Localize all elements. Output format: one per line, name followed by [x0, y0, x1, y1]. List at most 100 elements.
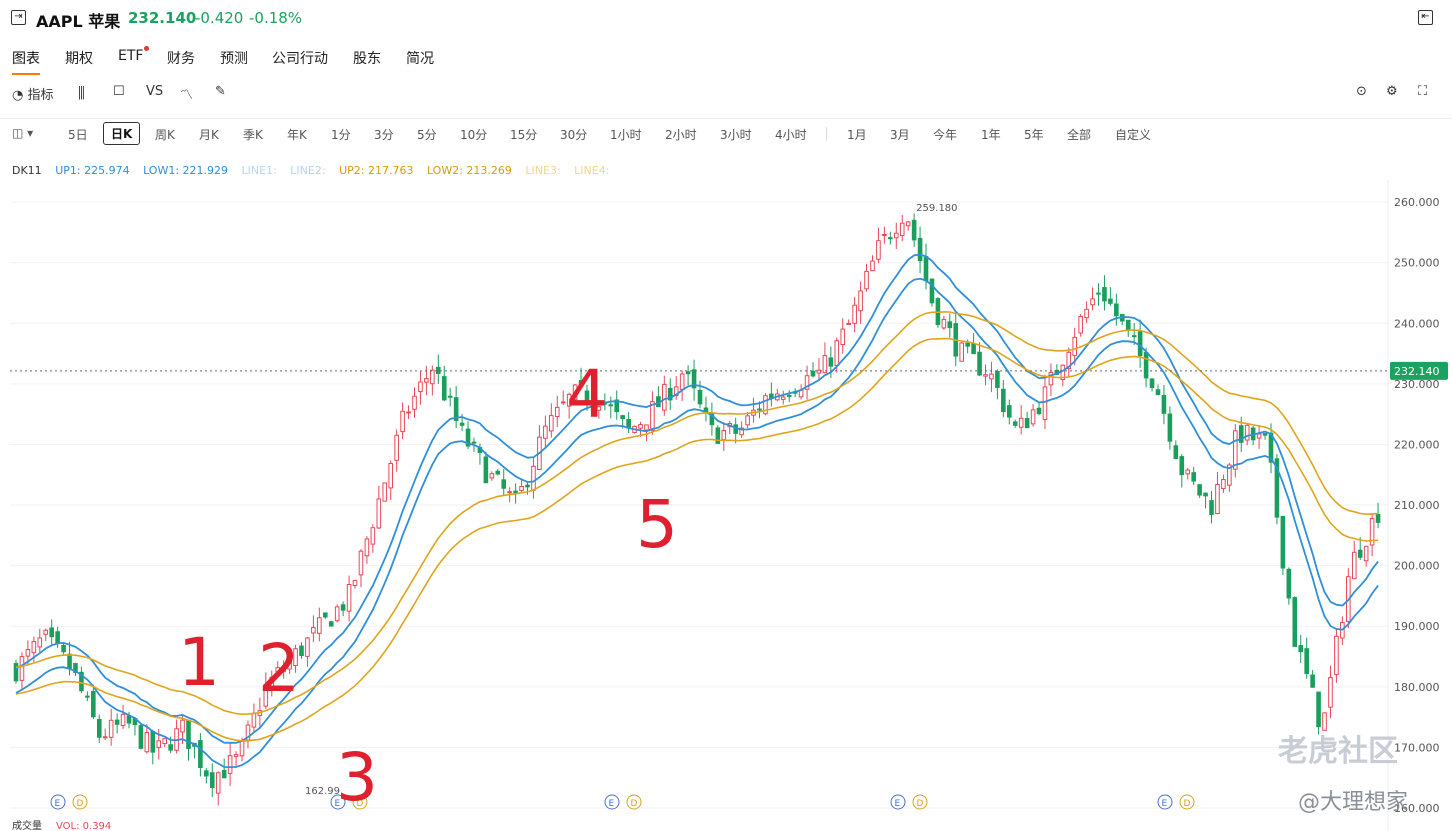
candle-body — [662, 383, 667, 411]
earnings-marker-label: E — [335, 799, 341, 809]
range-1mo[interactable]: 1月 — [847, 128, 867, 142]
range-all[interactable]: 全部 — [1067, 128, 1092, 142]
candle-body — [1024, 418, 1030, 429]
candle-body — [424, 378, 429, 383]
candle-body — [947, 321, 953, 329]
legend-up1: UP1: 225.974 — [55, 164, 130, 177]
candle-body — [531, 465, 536, 491]
candle-body — [1167, 413, 1173, 442]
candle-body — [311, 627, 316, 634]
candle-body — [1316, 691, 1321, 728]
period-2h[interactable]: 2小时 — [665, 128, 697, 142]
tab-chart[interactable]: 图表 — [12, 48, 40, 75]
candle-body — [1351, 551, 1357, 580]
range-1y[interactable]: 1年 — [981, 128, 1001, 142]
candle-body — [852, 304, 857, 324]
candle-body — [864, 270, 869, 290]
gear-icon[interactable]: ⚙ — [1386, 84, 1398, 99]
candle-body — [644, 424, 649, 431]
candlestick-icon[interactable]: ⫼ — [78, 84, 85, 102]
layout-icon[interactable]: ◫ ▾ — [12, 126, 34, 140]
period-3h[interactable]: 3小时 — [720, 128, 752, 142]
legend-line2: LINE2: — [290, 164, 326, 177]
period-1m[interactable]: 1分 — [331, 128, 351, 142]
watermark-author: @大理想家 — [1298, 790, 1409, 815]
period-15m[interactable]: 15分 — [510, 128, 538, 142]
period-5m[interactable]: 5分 — [417, 128, 437, 142]
pencil-icon[interactable]: ✎ — [215, 84, 226, 99]
candle-body — [1149, 378, 1155, 388]
candle-body — [287, 659, 292, 670]
range-custom[interactable]: 自定义 — [1115, 128, 1152, 142]
legend-line4: LINE4: — [574, 164, 610, 177]
range-ytd[interactable]: 今年 — [933, 128, 958, 142]
candle-body — [1209, 500, 1214, 515]
camera-icon[interactable]: ⊙ — [1356, 84, 1367, 99]
candle-body — [1375, 514, 1381, 523]
range-5y[interactable]: 5年 — [1024, 128, 1044, 142]
candle-body — [1179, 456, 1185, 476]
high-label: 259.180 — [916, 203, 957, 214]
candle-body — [1030, 409, 1036, 425]
gauge-icon: ◔ — [12, 88, 24, 103]
candle-body — [566, 393, 572, 407]
period-monthly[interactable]: 月K — [199, 128, 219, 142]
candle-body — [108, 719, 114, 738]
period-5d[interactable]: 5日 — [68, 128, 88, 142]
trend-icon[interactable]: 〽 — [180, 88, 194, 103]
candle-body — [554, 406, 560, 418]
exit-icon[interactable]: ⇥ — [11, 10, 26, 25]
period-4h[interactable]: 4小时 — [775, 128, 807, 142]
fullscreen-icon[interactable]: ⛶ — [1418, 84, 1428, 99]
period-1h[interactable]: 1小时 — [610, 128, 642, 142]
tab-forecast[interactable]: 预测 — [220, 51, 248, 67]
candle-body — [412, 395, 417, 410]
compare-button[interactable]: VS — [146, 84, 164, 99]
tab-corporate-actions[interactable]: 公司行动 — [272, 51, 328, 67]
collapse-icon[interactable]: ⇤ — [1418, 10, 1433, 25]
square-icon[interactable]: ☐ — [113, 84, 125, 99]
period-daily[interactable]: 日K — [103, 122, 141, 145]
legend-low1: LOW1: 221.929 — [143, 164, 229, 177]
price-chart[interactable]: 260.000 250.000 240.000 230.000 220.000 210.0… — [0, 180, 1452, 831]
candle-body — [215, 772, 221, 794]
candle-body — [198, 740, 203, 768]
period-30m[interactable]: 30分 — [560, 128, 588, 142]
candle-body — [739, 427, 744, 436]
legend-up2: UP2: 217.763 — [339, 164, 414, 177]
period-weekly[interactable]: 周K — [155, 128, 175, 142]
candle-body — [989, 373, 994, 380]
period-quarterly[interactable]: 季K — [243, 128, 263, 142]
tab-financials[interactable]: 财务 — [167, 51, 195, 67]
current-price-label: 232.140 — [1394, 365, 1440, 378]
candle-body — [560, 401, 566, 404]
candle-body — [971, 343, 976, 355]
candle-body — [1304, 648, 1309, 675]
dividend-marker-label: D — [357, 799, 364, 809]
tab-shareholders[interactable]: 股东 — [353, 51, 381, 67]
range-3mo[interactable]: 3月 — [890, 128, 910, 142]
tab-options[interactable]: 期权 — [65, 51, 93, 67]
candle-body — [388, 463, 394, 489]
tab-etf[interactable]: ETF — [118, 46, 150, 64]
candle-body — [1131, 335, 1137, 338]
y-tick-label: 160.000 — [1394, 802, 1440, 815]
y-tick-label: 250.000 — [1394, 257, 1440, 270]
period-10m[interactable]: 10分 — [460, 128, 488, 142]
tab-profile[interactable]: 简况 — [406, 51, 434, 67]
y-tick-label: 190.000 — [1394, 620, 1440, 633]
period-3m[interactable]: 3分 — [374, 128, 394, 142]
candle-body — [763, 395, 768, 415]
candle-body — [495, 470, 501, 475]
candle-body — [905, 221, 911, 227]
annotation-2: 2 — [258, 630, 300, 707]
candle-body — [525, 484, 530, 488]
candle-body — [1233, 430, 1238, 470]
candle-body — [1363, 545, 1369, 562]
candle-body — [459, 422, 465, 426]
candle-body — [1298, 645, 1304, 653]
candle-body — [584, 390, 590, 404]
candle-body — [483, 456, 489, 484]
indicator-button[interactable]: ◔ 指标 — [12, 84, 54, 103]
period-yearly[interactable]: 年K — [287, 128, 307, 142]
